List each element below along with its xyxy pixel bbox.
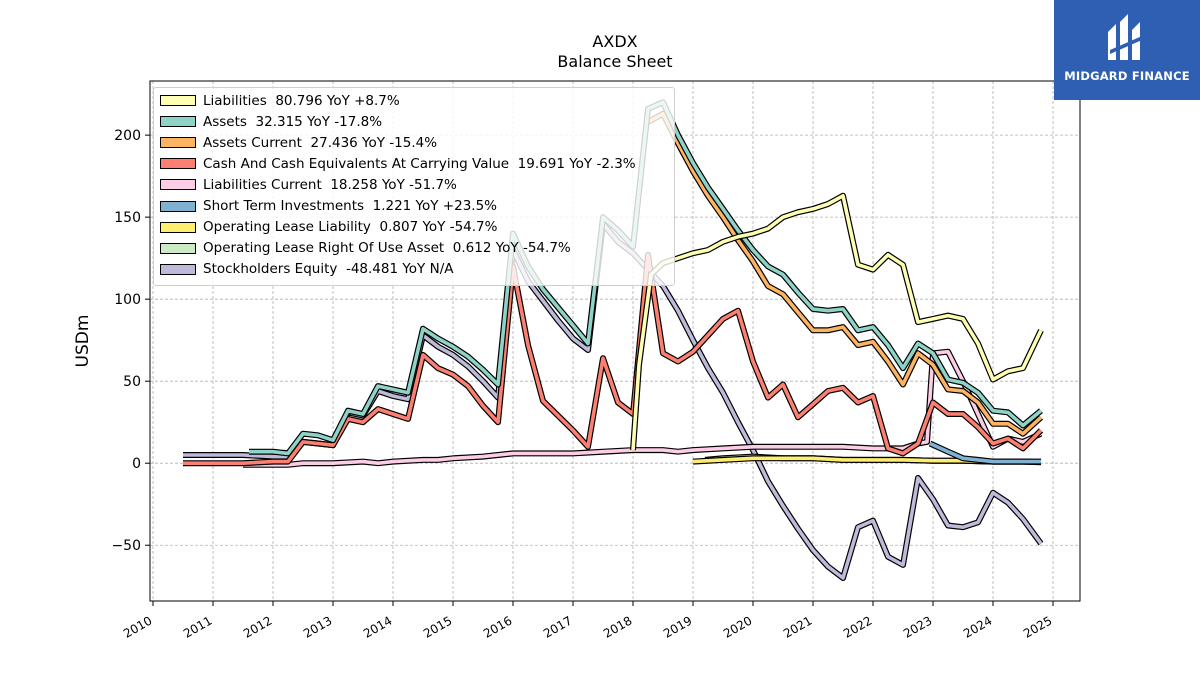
legend-swatch — [160, 263, 196, 275]
chart-subtitle: Balance Sheet — [557, 52, 673, 71]
legend-label: Operating Lease Liability 0.807 YoY -54.… — [203, 219, 498, 236]
x-tick-label: 2021 — [781, 613, 814, 640]
legend: Liabilities 80.796 YoY +8.7% Assets 32.31… — [153, 87, 675, 286]
y-axis-label: USDm — [73, 315, 93, 368]
x-tick-label: 2025 — [1021, 613, 1054, 640]
x-tick-label: 2011 — [181, 613, 214, 640]
x-tick-label: 2024 — [961, 613, 994, 640]
y-tick-label: 200 — [114, 128, 141, 144]
x-tick-label: 2019 — [661, 613, 694, 640]
midgard-logo-icon — [1108, 14, 1142, 60]
legend-swatch — [160, 158, 196, 170]
x-tick-label: 2013 — [301, 613, 334, 640]
legend-label: Operating Lease Right Of Use Asset 0.612… — [203, 240, 571, 257]
y-tick-label: 100 — [114, 292, 141, 308]
legend-item-assets-current: Assets Current 27.436 YoY -15.4% — [160, 132, 437, 153]
series-line-assets-current — [647, 112, 1043, 436]
y-tick-label: 150 — [114, 210, 141, 226]
x-tick-label: 2012 — [241, 613, 274, 640]
y-tick-label: −50 — [111, 538, 141, 554]
legend-label: Assets 32.315 YoY -17.8% — [203, 113, 383, 130]
brand-name: MIDGARD FINANCE — [1064, 69, 1190, 83]
y-tick-label: 50 — [123, 374, 141, 390]
brand-logo: MIDGARD FINANCE — [1054, 0, 1200, 100]
x-tick-label: 2016 — [481, 613, 514, 640]
legend-swatch — [160, 116, 196, 128]
legend-item-cash-and-cash-equivalents-at-carrying-value: Cash And Cash Equivalents At Carrying Va… — [160, 153, 636, 174]
legend-label: Short Term Investments 1.221 YoY +23.5% — [203, 198, 498, 214]
legend-item-operating-lease-right-of-use-asset: Operating Lease Right Of Use Asset 0.612… — [160, 238, 571, 259]
y-axis: −50 0 50 100 150 200 — [111, 128, 150, 554]
plot-frame — [149, 80, 1081, 602]
legend-swatch — [160, 242, 196, 254]
legend-swatch — [160, 179, 196, 191]
legend-swatch — [160, 200, 196, 212]
legend-item-stockholders-equity: Stockholders Equity -48.481 YoY N/A — [160, 259, 453, 280]
x-axis: 2010 2011 2012 2013 2014 2015 2016 2017 2018 2019… — [121, 601, 1055, 641]
x-tick-label: 2023 — [901, 613, 934, 640]
legend-item-operating-lease-liability: Operating Lease Liability 0.807 YoY -54.… — [160, 217, 497, 238]
legend-label: Liabilities 80.796 YoY +8.7% — [203, 92, 400, 109]
series-line-short-term-investments — [929, 441, 1041, 464]
legend-item-liabilities: Liabilities 80.796 YoY +8.7% — [160, 90, 400, 111]
legend-swatch — [160, 95, 196, 106]
legend-label: Stockholders Equity -48.481 YoY N/A — [203, 261, 454, 278]
legend-item-short-term-investments: Short Term Investments 1.221 YoY +23.5% — [160, 196, 497, 217]
legend-item-liabilities-current: Liabilities Current 18.258 YoY -51.7% — [160, 174, 457, 195]
x-tick-label: 2018 — [601, 613, 634, 640]
series-line-liabilities — [631, 194, 1043, 451]
legend-label: Assets Current 27.436 YoY -15.4% — [203, 134, 438, 151]
series-line-liabilities-current — [243, 349, 1042, 467]
legend-item-assets: Assets 32.315 YoY -17.8% — [160, 111, 382, 132]
legend-label: Cash And Cash Equivalents At Carrying Va… — [203, 155, 636, 172]
x-tick-label: 2020 — [721, 613, 754, 640]
legend-swatch — [160, 137, 196, 149]
legend-swatch — [160, 221, 196, 233]
x-tick-label: 2022 — [841, 613, 874, 640]
chart-title: AXDX — [592, 32, 638, 51]
y-tick-label: 0 — [132, 456, 141, 472]
x-tick-label: 2014 — [361, 613, 394, 640]
x-tick-label: 2015 — [421, 613, 454, 640]
x-tick-label: 2010 — [121, 613, 154, 640]
x-tick-label: 2017 — [541, 613, 574, 640]
legend-label: Liabilities Current 18.258 YoY -51.7% — [203, 176, 457, 193]
